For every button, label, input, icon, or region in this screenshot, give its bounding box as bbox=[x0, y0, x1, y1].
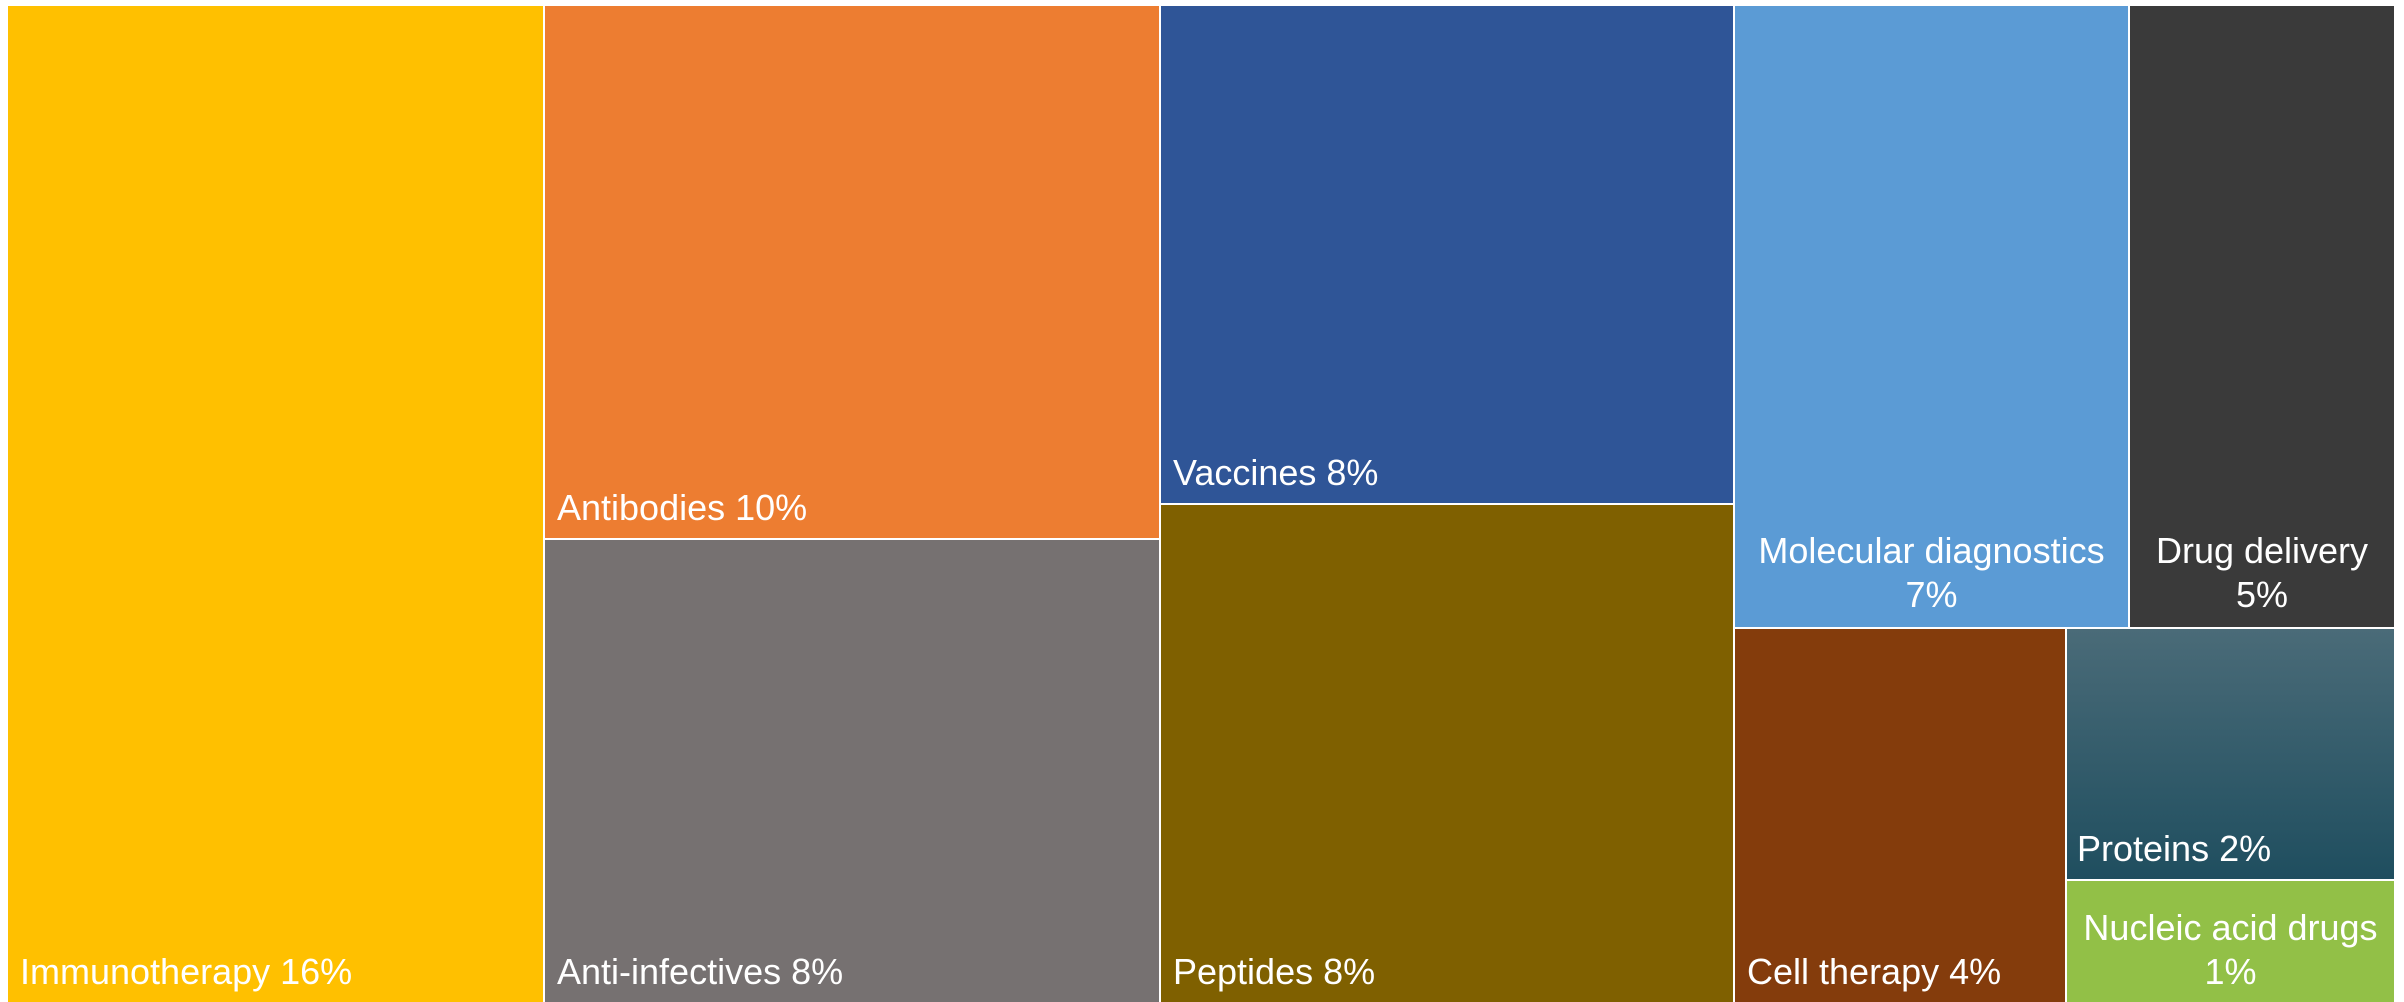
tile-label-drug-delivery: Drug delivery 5% bbox=[2130, 529, 2394, 617]
tile-label-antibodies: Antibodies 10% bbox=[557, 487, 808, 528]
tile-label-drug-delivery-name: Drug delivery bbox=[2155, 530, 2369, 571]
tile-drug-delivery: Drug delivery 5% bbox=[2130, 6, 2394, 627]
tile-label-anti-infectives: Anti-infectives 8% bbox=[557, 951, 844, 992]
tile-peptides: Peptides 8% bbox=[1161, 505, 1733, 1002]
tile-immunotherapy: Immunotherapy 16% bbox=[8, 6, 543, 1002]
tile-label-vaccines: Vaccines 8% bbox=[1173, 452, 1379, 493]
tile-label-nucleic-acid-drugs-value: 1% bbox=[2204, 951, 2257, 992]
tile-label-nucleic-acid-drugs: Nucleic acid drugs 1% bbox=[2067, 906, 2394, 994]
tile-label-proteins: Proteins 2% bbox=[2077, 828, 2272, 869]
tile-label-molecular-diagnostics-value: 7% bbox=[1905, 574, 1958, 615]
tile-molecular-diagnostics: Molecular diagnostics 7% bbox=[1735, 6, 2128, 627]
tile-label-nucleic-acid-drugs-name: Nucleic acid drugs bbox=[2083, 907, 2378, 948]
tile-label-immunotherapy: Immunotherapy 16% bbox=[20, 951, 353, 992]
tile-label-drug-delivery-value: 5% bbox=[2235, 574, 2289, 615]
tile-proteins: Proteins 2% bbox=[2067, 629, 2394, 879]
tile-antibodies: Antibodies 10% bbox=[545, 6, 1159, 538]
tile-cell-therapy: Cell therapy 4% bbox=[1735, 629, 2065, 1002]
tile-label-molecular-diagnostics-name: Molecular diagnostics bbox=[1758, 530, 2105, 571]
tile-label-cell-therapy: Cell therapy 4% bbox=[1747, 951, 2002, 992]
tile-label-peptides: Peptides 8% bbox=[1173, 951, 1376, 992]
tile-vaccines: Vaccines 8% bbox=[1161, 6, 1733, 503]
tile-anti-infectives: Anti-infectives 8% bbox=[545, 540, 1159, 1002]
tile-label-molecular-diagnostics: Molecular diagnostics 7% bbox=[1735, 529, 2128, 617]
tile-nucleic-acid-drugs: Nucleic acid drugs 1% bbox=[2067, 881, 2394, 1002]
